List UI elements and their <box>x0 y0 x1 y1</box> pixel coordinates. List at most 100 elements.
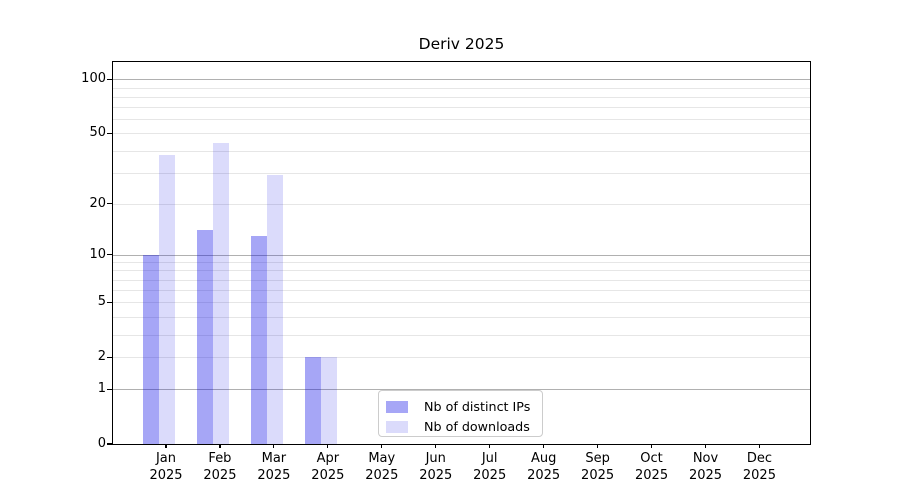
legend: Nb of distinct IPs Nb of downloads <box>378 390 543 437</box>
gridline-minor <box>113 334 810 336</box>
plot-area <box>113 62 810 444</box>
gridline-minor <box>113 279 810 281</box>
gridline-minor <box>113 119 810 121</box>
gridline-minor <box>113 290 810 292</box>
x-tick-label-year: 2025 <box>473 467 507 483</box>
x-tick-label-year: 2025 <box>311 467 345 483</box>
x-tick-label-month: Oct <box>640 451 663 466</box>
x-tick-label-month: May <box>368 451 396 466</box>
y-tick-label: 100 <box>81 71 106 87</box>
x-tick-label-month: Dec <box>746 451 773 466</box>
x-tick-mark <box>435 444 437 448</box>
x-tick-mark <box>489 444 491 448</box>
legend-swatch-downloads <box>386 420 408 433</box>
x-tick-label: Jun 2025 <box>408 451 464 484</box>
y-tick-mark <box>107 388 112 390</box>
gridline-minor <box>113 302 810 304</box>
gridline-minor <box>113 262 810 264</box>
x-tick-mark <box>597 444 599 448</box>
x-tick-label-month: Jun <box>425 451 446 466</box>
legend-item-distinct-ips: Nb of distinct IPs <box>386 397 535 416</box>
x-tick-label-year: 2025 <box>257 467 291 483</box>
x-tick-mark <box>650 444 653 448</box>
x-tick-label-month: Apr <box>316 451 340 466</box>
x-tick-label-year: 2025 <box>688 467 723 483</box>
y-tick-label: 1 <box>97 381 106 397</box>
x-tick-label-year: 2025 <box>527 467 561 483</box>
x-tick-label: Nov 2025 <box>678 451 734 484</box>
y-tick-mark <box>107 202 112 205</box>
x-tick-mark <box>219 444 221 448</box>
gridline-minor <box>113 270 810 272</box>
bar-downloads <box>266 175 283 444</box>
x-tick-label: Aug 2025 <box>516 451 572 484</box>
x-tick-label-month: Mar <box>261 451 287 466</box>
x-tick-label: Jul 2025 <box>462 451 518 484</box>
legend-label-downloads: Nb of downloads <box>424 419 530 434</box>
legend-swatch-distinct-ips <box>386 400 408 413</box>
y-tick-label: 0 <box>97 436 106 451</box>
bar-distinct-ips <box>196 230 213 444</box>
x-tick-mark <box>758 444 761 448</box>
x-tick-label: Sep 2025 <box>570 451 626 484</box>
x-tick-mark <box>704 444 707 448</box>
x-tick-label-month: Jul <box>481 451 498 466</box>
y-tick-mark <box>107 301 112 304</box>
x-tick-label-month: Feb <box>208 451 232 466</box>
x-tick-mark <box>543 444 545 448</box>
y-tick-mark <box>107 132 112 135</box>
y-tick-label: 10 <box>89 246 106 262</box>
x-tick-label: Dec 2025 <box>731 451 787 484</box>
bar-downloads <box>320 357 337 444</box>
x-tick-label: Apr 2025 <box>300 451 356 484</box>
x-tick-label-year: 2025 <box>203 467 237 483</box>
y-tick-label: 20 <box>89 195 106 211</box>
x-tick-label-year: 2025 <box>742 467 776 483</box>
bar-downloads <box>159 154 175 444</box>
bar-distinct-ips <box>143 254 159 444</box>
x-tick-label-year: 2025 <box>419 467 453 483</box>
gridline-minor <box>113 133 810 135</box>
gridline-minor <box>113 150 810 152</box>
gridline-major <box>113 79 810 81</box>
y-tick-mark <box>107 254 112 256</box>
x-tick-mark <box>381 444 383 448</box>
gridline-minor <box>113 172 810 174</box>
bar-distinct-ips <box>250 235 267 444</box>
gridline-major <box>113 254 810 256</box>
gridline-minor <box>113 87 810 89</box>
x-tick-label-year: 2025 <box>149 467 183 483</box>
x-tick-label: May 2025 <box>354 451 410 484</box>
x-tick-label-month: Jan <box>155 451 177 466</box>
x-tick-label-month: Aug <box>530 451 557 466</box>
x-tick-label: Jan 2025 <box>138 451 194 484</box>
gridline-minor <box>113 96 810 98</box>
y-tick-label: 5 <box>97 294 106 310</box>
bar-downloads <box>212 143 229 444</box>
legend-item-downloads: Nb of downloads <box>386 417 535 436</box>
x-tick-mark <box>273 444 275 448</box>
gridline-minor <box>113 107 810 109</box>
x-tick-mark <box>165 444 167 448</box>
x-tick-label-year: 2025 <box>365 467 399 483</box>
gridline-minor <box>113 203 810 205</box>
y-tick-label: 50 <box>89 125 106 141</box>
chart-title: Deriv 2025 <box>418 35 505 53</box>
bar-distinct-ips <box>304 357 321 444</box>
y-tick-mark <box>107 443 112 445</box>
gridline-minor <box>113 357 810 359</box>
gridline-major <box>113 389 810 391</box>
y-tick-label: 2 <box>97 349 106 365</box>
x-tick-mark <box>327 444 329 448</box>
x-tick-label-month: Sep <box>585 451 610 466</box>
x-tick-label: Oct 2025 <box>624 451 680 484</box>
y-tick-mark <box>107 78 112 81</box>
legend-label-distinct-ips: Nb of distinct IPs <box>424 399 531 414</box>
x-tick-label-year: 2025 <box>635 467 669 483</box>
y-tick-mark <box>107 356 112 358</box>
x-tick-label-year: 2025 <box>581 467 615 483</box>
x-tick-label: Feb 2025 <box>192 451 248 484</box>
gridline-minor <box>113 316 810 318</box>
x-tick-label-month: Nov <box>692 451 719 466</box>
